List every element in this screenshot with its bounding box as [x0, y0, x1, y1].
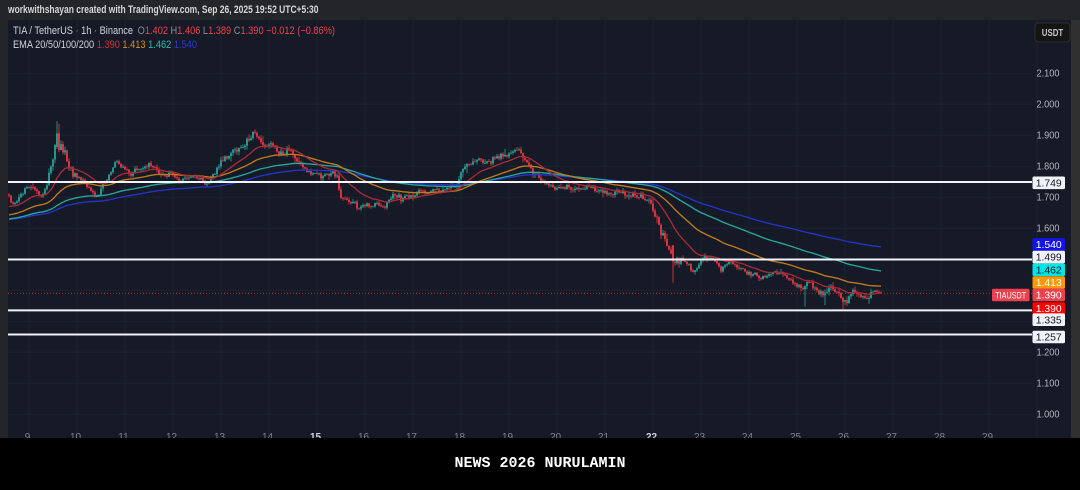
- svg-text:11: 11: [118, 432, 129, 438]
- svg-text:27: 27: [886, 432, 898, 438]
- svg-text:16: 16: [358, 432, 370, 438]
- svg-text:24: 24: [742, 432, 754, 438]
- svg-text:15: 15: [310, 432, 322, 438]
- svg-text:1.390: 1.390: [1036, 303, 1062, 315]
- svg-text:1.600: 1.600: [1037, 223, 1060, 235]
- svg-text:1.499: 1.499: [1036, 252, 1062, 264]
- svg-text:23: 23: [694, 432, 706, 438]
- svg-text:12: 12: [166, 432, 178, 438]
- svg-text:1.749: 1.749: [1036, 177, 1062, 189]
- svg-text:10: 10: [70, 432, 82, 438]
- svg-text:22: 22: [646, 432, 658, 438]
- svg-text:1.800: 1.800: [1037, 161, 1060, 173]
- svg-text:25: 25: [790, 432, 802, 438]
- svg-text:1.700: 1.700: [1037, 192, 1060, 204]
- svg-text:1.335: 1.335: [1036, 314, 1062, 326]
- svg-text:1.900: 1.900: [1037, 130, 1060, 142]
- svg-text:18: 18: [454, 432, 466, 438]
- svg-text:19: 19: [502, 432, 514, 438]
- svg-text:1.413: 1.413: [1036, 277, 1062, 289]
- svg-text:1.462: 1.462: [1036, 264, 1062, 276]
- svg-text:USDT: USDT: [1042, 28, 1064, 39]
- svg-text:2.100: 2.100: [1037, 68, 1060, 80]
- svg-text:9: 9: [25, 432, 31, 438]
- svg-text:14: 14: [262, 432, 274, 438]
- svg-text:1.000: 1.000: [1037, 409, 1060, 421]
- svg-text:1.200: 1.200: [1037, 347, 1060, 359]
- svg-text:13: 13: [214, 432, 226, 438]
- svg-text:21: 21: [598, 432, 610, 438]
- svg-text:29: 29: [982, 432, 994, 438]
- svg-text:20: 20: [550, 432, 562, 438]
- svg-text:1.257: 1.257: [1036, 332, 1062, 344]
- svg-text:28: 28: [934, 432, 946, 438]
- svg-text:1.100: 1.100: [1037, 378, 1060, 390]
- svg-text:TIAUSDT: TIAUSDT: [995, 291, 1026, 302]
- svg-text:26: 26: [838, 432, 850, 438]
- svg-text:17: 17: [406, 432, 418, 438]
- svg-text:2.000: 2.000: [1037, 99, 1060, 111]
- svg-text:1.540: 1.540: [1036, 239, 1062, 251]
- svg-text:1.390: 1.390: [1036, 290, 1062, 302]
